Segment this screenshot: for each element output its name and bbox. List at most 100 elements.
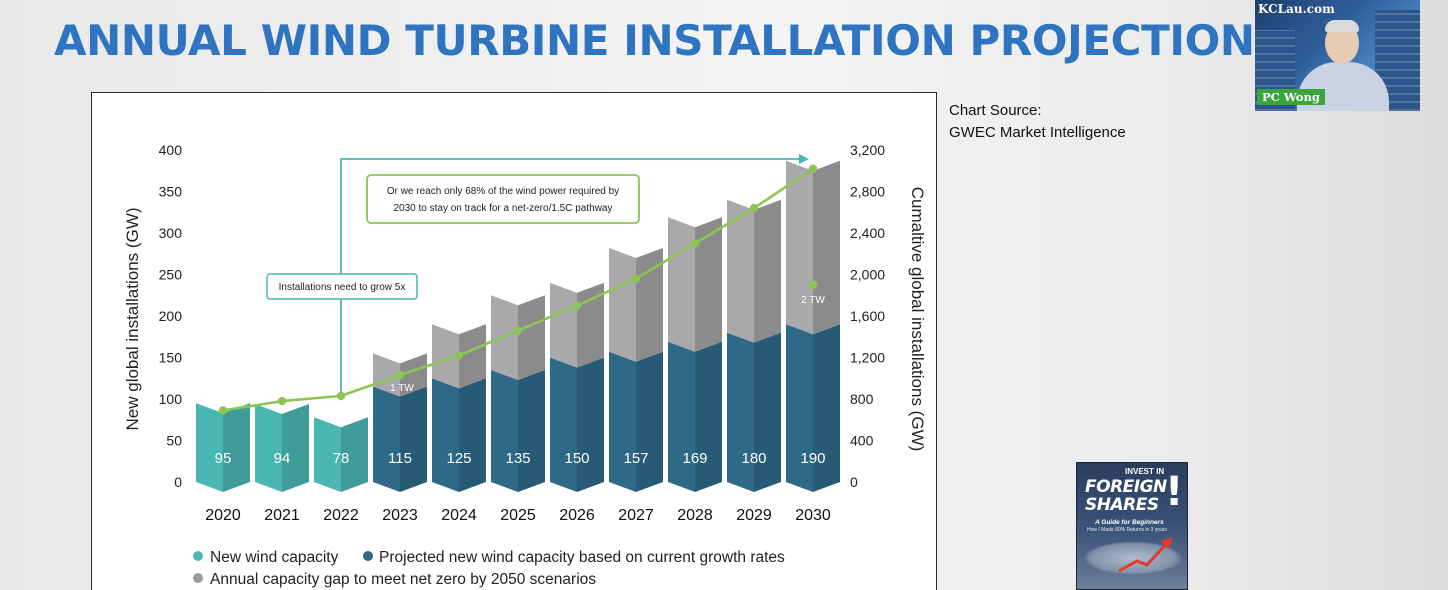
cumulative-point-2020 — [218, 406, 228, 415]
bar-label-2026: 150 — [564, 450, 589, 467]
gap-bar-2025-side — [518, 295, 545, 380]
gap-bar-2026 — [550, 282, 577, 368]
x-tick-2027: 2027 — [618, 507, 654, 524]
presenter-video[interactable]: KCLau.com PC Wong — [1255, 0, 1420, 111]
annotation-box-growth — [266, 273, 418, 300]
bar-2030-side — [813, 324, 840, 492]
legend-projected-capacity: Projected new wind capacity based on cur… — [379, 549, 785, 566]
y2-tick-3200: 3,200 — [850, 142, 885, 158]
x-tick-2030: 2030 — [795, 507, 831, 524]
bar-2023-side — [400, 386, 427, 492]
x-tick-2026: 2026 — [559, 507, 595, 524]
x-tick-2025: 2025 — [500, 507, 536, 524]
y-tick-300: 300 — [159, 225, 183, 241]
y2-tick-0: 0 — [850, 474, 858, 490]
bar-2028-side — [695, 341, 722, 492]
y2-tick-2800: 2,800 — [850, 184, 885, 200]
legend-new-capacity: New wind capacity — [210, 549, 339, 566]
gap-bar-2030 — [786, 160, 813, 335]
bar-2024 — [432, 378, 459, 492]
cumulative-point-2023 — [395, 370, 405, 380]
gap-bar-2024 — [432, 324, 459, 389]
label-1tw: 1 TW — [390, 383, 414, 394]
bar-2028 — [668, 341, 695, 492]
presenter-hair — [1325, 20, 1359, 32]
gap-bar-2030-side — [813, 160, 840, 335]
presenter-name-tag: PC Wong — [1257, 89, 1325, 105]
bar-2026-side — [577, 357, 604, 492]
cumulative-point-2030 — [808, 164, 818, 173]
cumulative-point-2028 — [690, 239, 700, 248]
book-kicker: INVEST IN — [1125, 467, 1165, 476]
gap-bar-2023-side — [400, 353, 427, 397]
x-tick-2023: 2023 — [382, 507, 418, 524]
cumulative-point-2021 — [277, 396, 287, 406]
cumulative-point-2029 — [749, 203, 759, 213]
bar-2029-side — [754, 332, 781, 492]
gap-bar-2027-side — [636, 247, 663, 362]
bar-label-2030: 190 — [800, 450, 825, 467]
y-tick-250: 250 — [159, 267, 183, 283]
gap-bar-2028 — [668, 217, 695, 352]
bar-label-2020: 95 — [215, 450, 232, 467]
y2-tick-2400: 2,400 — [850, 225, 885, 241]
bar-label-2027: 157 — [623, 450, 648, 467]
x-tick-2021: 2021 — [264, 507, 300, 524]
chart-source-note: Chart Source: GWEC Market Intelligence — [949, 100, 1126, 144]
world-map-icon — [1083, 541, 1183, 575]
bar-2026 — [550, 357, 577, 492]
bar-label-2023: 115 — [388, 450, 412, 467]
legend-capacity-gap: Annual capacity gap to meet net zero by … — [210, 571, 596, 588]
y-axis-title: New global installations (GW) — [123, 208, 142, 431]
label-2tw: 2 TW — [801, 295, 825, 306]
y-tick-400: 400 — [159, 142, 183, 158]
x-tick-2024: 2024 — [441, 507, 477, 524]
annotation-gap-line1: Or we reach only 68% of the wind power r… — [387, 186, 619, 197]
y2-tick-800: 800 — [850, 391, 874, 407]
cumulative-point-2026 — [572, 301, 582, 310]
legend-swatch-new — [193, 551, 203, 561]
bar-label-2025: 135 — [505, 450, 530, 467]
target-point-2tw — [808, 280, 818, 290]
bar-2021-side — [282, 403, 309, 492]
book-title-line2: SHARES — [1085, 495, 1159, 515]
book-subtitle: A Guide for Beginners — [1095, 519, 1164, 526]
bar-2025 — [491, 369, 518, 492]
gap-bar-2026-side — [577, 282, 604, 368]
cumulative-point-2027 — [631, 274, 641, 283]
bar-2022-side — [341, 417, 368, 492]
y2-tick-400: 400 — [850, 433, 874, 449]
book-cover[interactable]: INVEST IN FOREIGN SHARES ! A Guide for B… — [1076, 462, 1188, 590]
y-tick-0: 0 — [174, 474, 182, 490]
book-tagline: How I Made 80% Returns in 3 years — [1087, 527, 1168, 533]
bar-label-2024: 125 — [446, 450, 471, 467]
bar-2024-side — [459, 378, 486, 492]
bar-2030 — [786, 324, 813, 492]
x-tick-2029: 2029 — [736, 507, 772, 524]
bar-label-2028: 169 — [682, 450, 707, 467]
channel-name: KCLau.com — [1258, 2, 1335, 16]
cumulative-point-2022 — [336, 391, 346, 401]
source-label: Chart Source: — [949, 102, 1042, 119]
x-tick-2020: 2020 — [205, 507, 241, 524]
bar-2022 — [314, 417, 341, 492]
y2-tick-1200: 1,200 — [850, 350, 885, 366]
bar-2029 — [727, 332, 754, 492]
source-value: GWEC Market Intelligence — [949, 124, 1126, 141]
gap-bar-2023 — [373, 353, 400, 397]
chart-panel: 2020 2021 2022 2023 2024 2025 2026 2027 2028 2029… — [91, 92, 937, 590]
bar-2023 — [373, 386, 400, 492]
cumulative-point-2024 — [454, 351, 464, 360]
gap-bar-2029 — [727, 199, 754, 343]
y-tick-350: 350 — [159, 184, 183, 200]
gap-bar-2028-side — [695, 217, 722, 352]
bar-2020 — [196, 403, 223, 492]
legend-swatch-gap — [193, 573, 203, 583]
gap-bar-2024-side — [459, 324, 486, 389]
legend: New wind capacity Projected new wind cap… — [193, 549, 785, 588]
y2-tick-2000: 2,000 — [850, 267, 885, 283]
book-title-line1: FOREIGN — [1085, 477, 1167, 497]
annotation-gap-line2: 2030 to stay on track for a net-zero/1.5… — [393, 203, 612, 214]
growth-arrow-icon — [1118, 537, 1173, 573]
x-tick-2022: 2022 — [323, 507, 359, 524]
